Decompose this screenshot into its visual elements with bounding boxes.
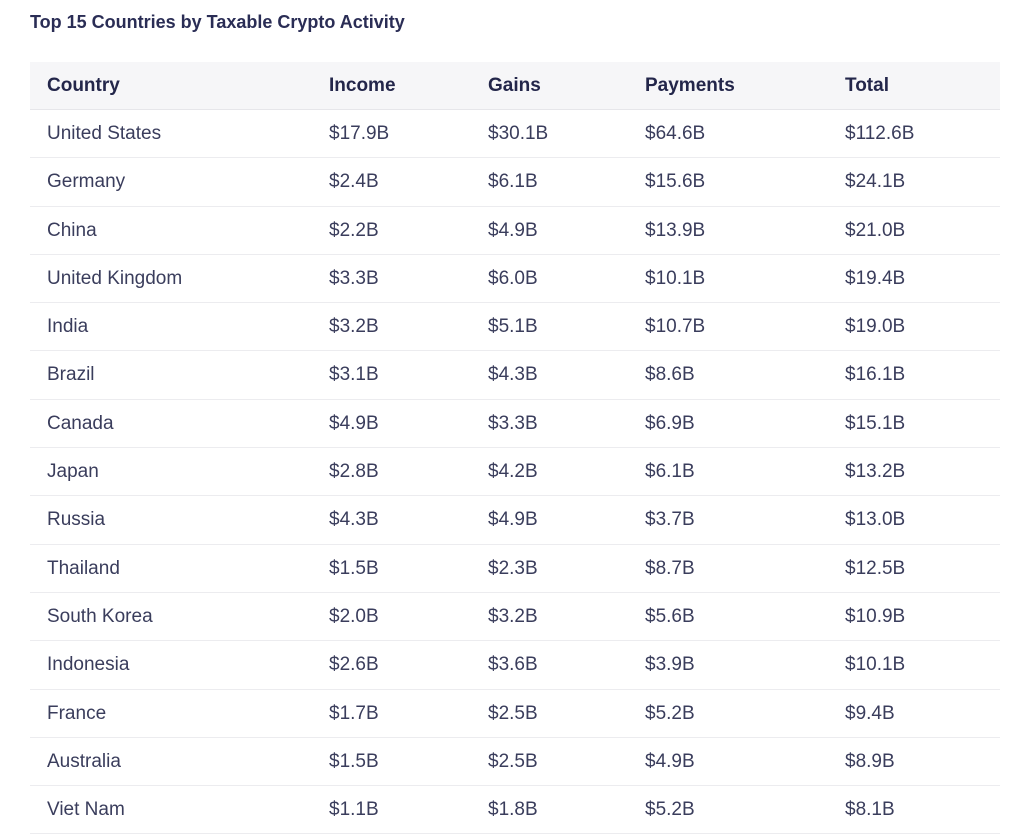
table-row: United Kingdom $3.3B $6.0B $10.1B $19.4B [30,255,1000,304]
table-cell: $4.2B [488,461,538,483]
table-title: Top 15 Countries by Taxable Crypto Activ… [30,12,405,32]
header-cell: Total [845,75,889,96]
table-cell: $12.5B [845,557,906,579]
table-cell: $24.1B [845,171,906,193]
table-cell: Canada [47,412,114,434]
table-cell: United Kingdom [47,267,183,289]
table-cell: $112.6B [845,123,915,144]
table-row: Viet Nam $1.1B $1.8B $5.2B $8.1B [30,786,1000,835]
table-cell: $10.7B [645,316,706,338]
table-cell: China [47,219,97,241]
table-cell: Thailand [47,557,120,579]
table-cell: $3.1B [329,364,379,386]
table-cell: $3.3B [488,412,538,434]
table-cell: $2.2B [329,219,379,241]
table-cell: $1.1B [329,799,379,821]
table-cell: India [47,316,89,338]
table-cell: $6.9B [645,412,695,434]
table-cell: $3.9B [645,654,695,676]
table-cell: $3.3B [329,267,379,289]
table-cell: $30.1B [488,123,549,144]
table-row: Russia $4.3B $4.9B $3.7B $13.0B [30,496,1000,545]
table-cell: $3.7B [645,509,695,531]
table-row: Brazil $3.1B $4.3B $8.6B $16.1B [30,351,1000,400]
table-row: Thailand $1.5B $2.3B $8.7B $12.5B [30,545,1000,593]
table-row: Japan $2.8B $4.2B $6.1B $13.2B [30,448,1000,497]
table-cell: $2.3B [488,557,538,579]
table-cell: $6.0B [488,267,538,289]
table-cell: France [47,702,107,724]
table-cell: $4.3B [488,364,538,386]
table-cell: $4.9B [488,509,538,531]
table-cell: $4.3B [329,509,379,531]
table-row: Indonesia $2.6B $3.6B $3.9B $10.1B [30,641,1000,690]
table-cell: Viet Nam [47,799,125,821]
table-cell: Indonesia [47,654,130,676]
table-cell: $3.2B [329,316,379,338]
table-cell: $3.6B [488,654,538,676]
header-cell: Payments [645,75,735,96]
table-row: Canada $4.9B $3.3B $6.9B $15.1B [30,400,1000,449]
table-cell: $10.1B [845,654,906,676]
table-cell: Brazil [47,364,95,386]
table-cell: $6.1B [488,171,538,193]
table-cell: $2.6B [329,654,379,676]
table-cell: $2.8B [329,461,379,483]
table-row: United States $17.9B $30.1B $64.6B $112.6B [30,110,1000,159]
header-row: Country Income Gains Payments Total [30,62,1000,110]
table-cell: $4.9B [645,750,695,772]
table-cell: $19.0B [845,316,906,338]
table-cell: $4.9B [329,412,379,434]
table-row: India $3.2B $5.1B $10.7B $19.0B [30,303,1000,352]
table-cell: $1.5B [329,557,379,579]
table-cell: $8.1B [845,799,895,821]
table-cell: $64.6B [645,123,706,144]
table-row: Australia $1.5B $2.5B $4.9B $8.9B [30,738,1000,787]
table-cell: $5.2B [645,702,695,724]
table-cell: $9.4B [845,702,895,724]
table-cell: $2.5B [488,750,538,772]
table-cell: Russia [47,509,106,531]
table-row: Germany $2.4B $6.1B $15.6B $24.1B [30,158,1000,207]
table-cell: $2.5B [488,702,538,724]
table-cell: $1.7B [329,702,379,724]
table-cell: $6.1B [645,461,695,483]
table-cell: $5.6B [645,605,695,627]
header-cell: Income [329,75,396,96]
table-cell: $3.2B [488,605,538,627]
table-cell: $2.4B [329,171,379,193]
table-cell: $17.9B [329,123,390,144]
table-row: France $1.7B $2.5B $5.2B $9.4B [30,690,1000,738]
table-cell: $13.2B [845,461,906,483]
table-cell: South Korea [47,605,153,627]
table-cell: $5.2B [645,799,695,821]
table-cell: $13.9B [645,219,706,241]
table-cell: $15.6B [645,171,706,193]
table-cell: $2.0B [329,605,379,627]
table-row: South Korea $2.0B $3.2B $5.6B $10.9B [30,593,1000,642]
table: Country Income Gains Payments Total United St… [30,62,1000,835]
table-cell: $15.1B [845,412,906,434]
table-cell: United States [47,123,162,144]
table-cell: $10.1B [645,267,706,289]
table-cell: $4.9B [488,219,538,241]
table-cell: $1.5B [329,750,379,772]
table-cell: Japan [47,461,99,483]
table-row: China $2.2B $4.9B $13.9B $21.0B [30,207,1000,255]
table-cell: $8.6B [645,364,695,386]
header-cell: Country [47,75,120,96]
table-cell: $21.0B [845,219,906,241]
header-cell: Gains [488,75,541,96]
table-cell: $10.9B [845,605,906,627]
table-cell: Australia [47,750,121,772]
table-cell: $16.1B [845,364,906,386]
table-cell: $19.4B [845,267,906,289]
table-cell: $5.1B [488,316,538,338]
table-cell: $1.8B [488,799,538,821]
table-cell: $8.9B [845,750,895,772]
table-cell: $8.7B [645,557,695,579]
table-cell: $13.0B [845,509,906,531]
table-cell: Germany [47,171,126,193]
